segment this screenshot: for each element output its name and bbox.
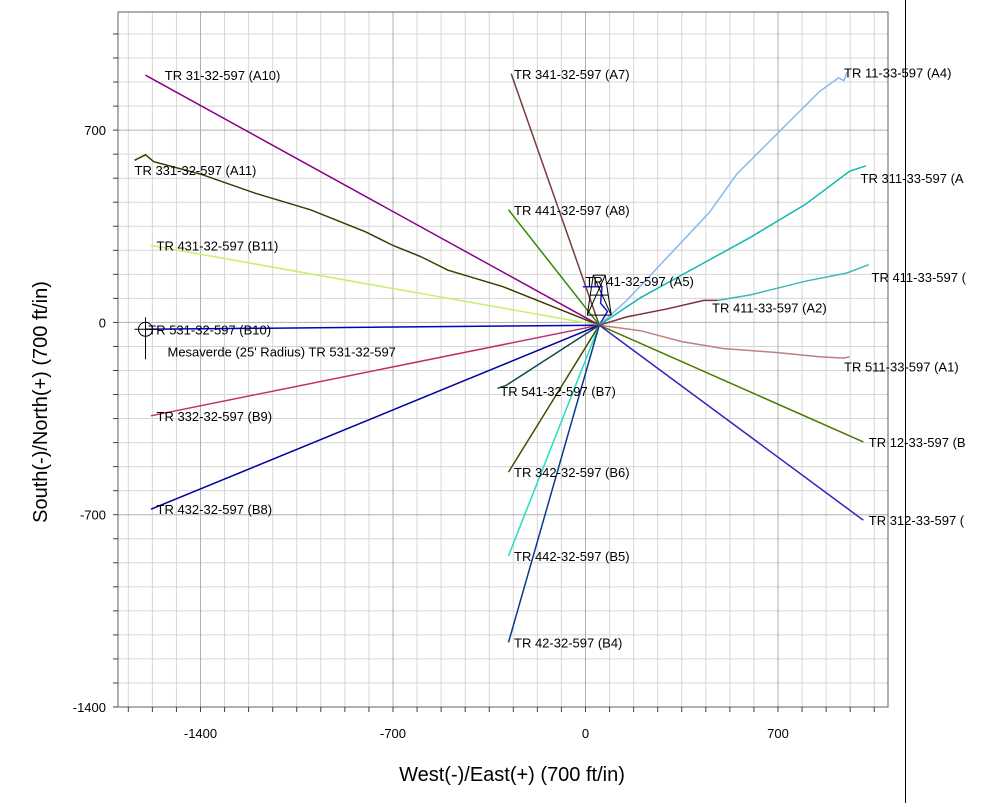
- well-path: [145, 324, 600, 331]
- well-paths: [134, 72, 870, 643]
- well-path: [150, 244, 600, 326]
- y-tick-label: -1400: [73, 700, 106, 715]
- well-path: [510, 73, 601, 326]
- well-label-b2: TR 312-33-597 (: [869, 513, 965, 528]
- well-label-b7: TR 541-32-597 (B7): [500, 384, 616, 399]
- x-tick-label: 0: [582, 726, 589, 741]
- well-label-a3: TR 311-33-597 (A: [861, 171, 964, 186]
- well-label-a2b: TR 411-33-597 (: [872, 270, 967, 285]
- well-path: [598, 165, 867, 326]
- plot-frame: [117, 11, 889, 708]
- well-label-b8: TR 432-32-597 (B8): [157, 502, 273, 517]
- well-label-a1: TR 511-33-597 (A1): [844, 359, 959, 374]
- well-path: [598, 324, 864, 443]
- x-axis-title: West(-)/East(+) (700 ft/in): [399, 764, 625, 786]
- well-label-b10: TR 531-32-597 (B10): [148, 322, 271, 337]
- well-labels: TR 31-32-597 (A10) TR 331-32-597 (A11) TR …: [135, 65, 967, 650]
- well-path: [598, 324, 864, 521]
- x-tick-label: -700: [380, 726, 406, 741]
- well-path: [507, 324, 601, 643]
- well-label-a4: TR 11-33-597 (A4): [844, 65, 951, 80]
- x-tick-label: -1400: [184, 726, 217, 741]
- well-path: [717, 263, 870, 302]
- y-tick-label: 700: [84, 123, 106, 138]
- well-path: [507, 209, 600, 326]
- well-path: [598, 72, 848, 326]
- panel-divider: [905, 0, 906, 803]
- y-axis-title: South(-)/North(+) (700 ft/in): [30, 281, 52, 523]
- well-label-a11: TR 331-32-597 (A11): [135, 163, 257, 178]
- well-path: [145, 74, 600, 326]
- well-path: [507, 324, 600, 557]
- well-label-a7: TR 341-32-597 (A7): [514, 67, 630, 82]
- y-tick-label: 0: [99, 315, 106, 330]
- grid-minor: [118, 12, 888, 707]
- well-label-a10: TR 31-32-597 (A10): [165, 68, 281, 83]
- x-tick-label: 700: [767, 726, 789, 741]
- well-label-b6: TR 342-32-597 (B6): [514, 465, 630, 480]
- well-path: [497, 324, 600, 390]
- well-path: [150, 324, 600, 417]
- well-path: [599, 299, 718, 326]
- axis-ticks: -1400 -700 0 700 700 0 -700 -1400: [73, 33, 875, 741]
- well-label-a8: TR 441-32-597 (A8): [514, 203, 630, 218]
- grid-major: [118, 12, 888, 708]
- well-path: [599, 324, 850, 359]
- well-path: [582, 285, 609, 326]
- well-label-b9: TR 332-32-597 (B9): [157, 409, 273, 424]
- well-label-a2: TR 411-33-597 (A2): [712, 300, 827, 315]
- markers: [134, 274, 612, 360]
- y-tick-label: -700: [80, 508, 106, 523]
- well-label-a5: TR 41-32-597 (A5): [586, 274, 694, 289]
- well-label-b5: TR 442-32-597 (B5): [514, 549, 630, 564]
- well-path: [150, 324, 600, 510]
- well-path: [507, 324, 600, 473]
- well-label-target: Mesaverde (25' Radius) TR 531-32-597: [168, 344, 396, 359]
- well-path: [134, 153, 600, 326]
- well-label-b3: TR 12-33-597 (B: [869, 435, 966, 450]
- well-label-b4: TR 42-32-597 (B4): [514, 635, 622, 650]
- well-label-b11: TR 431-32-597 (B11): [157, 238, 279, 253]
